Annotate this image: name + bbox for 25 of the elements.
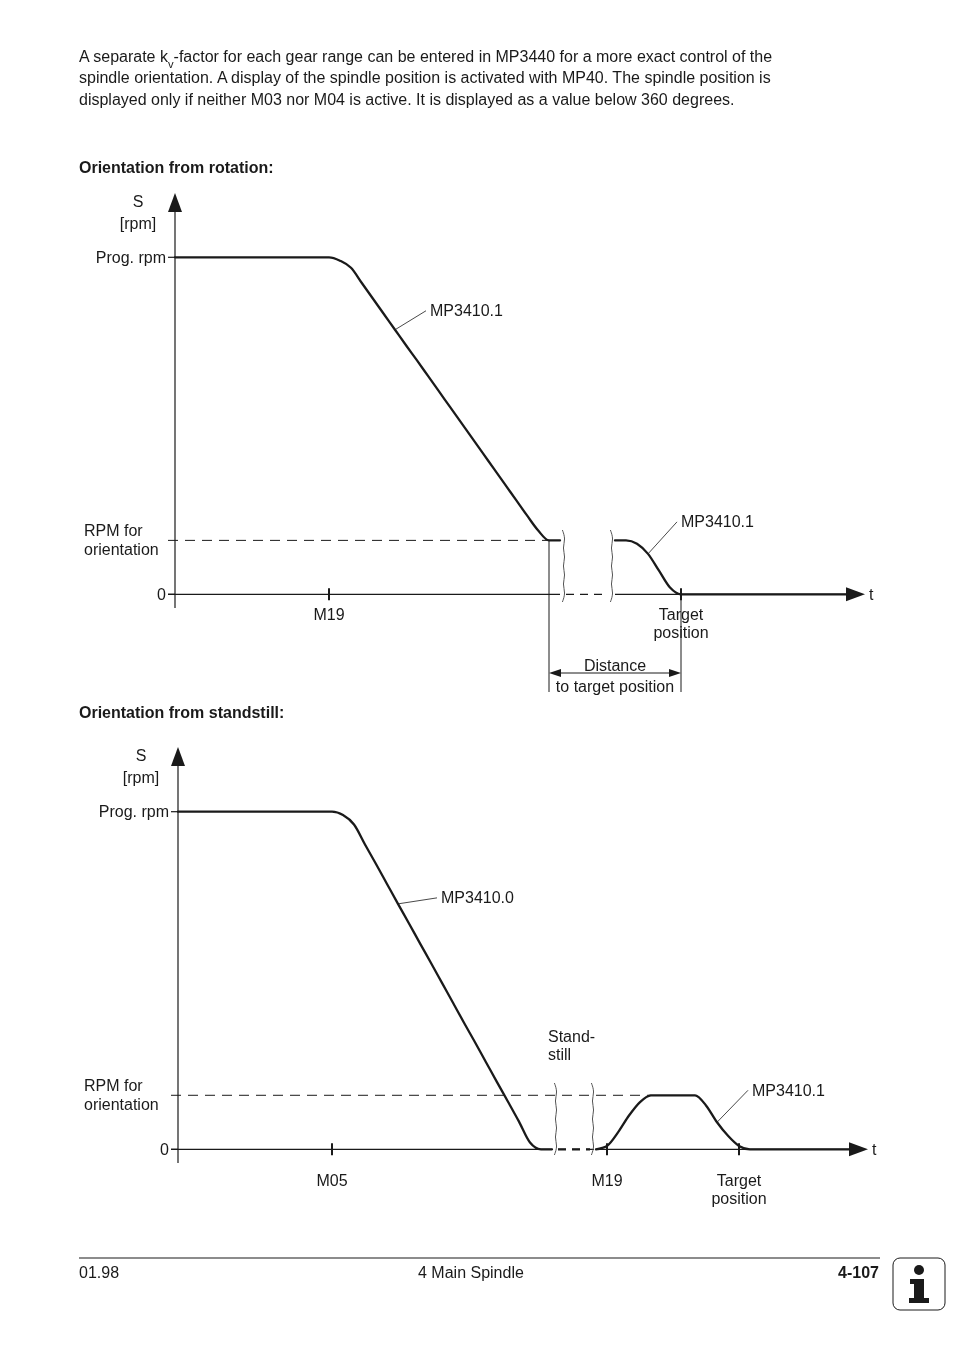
y-axis-title: S [rpm]	[122, 746, 160, 786]
x-tick-label: M19	[313, 605, 345, 623]
x-axis-title: t	[869, 585, 874, 603]
text: 01.98 4 Main Spindle 4-107	[79, 1263, 879, 1281]
text: Distance to target position	[555, 656, 675, 695]
text: Prog. rpm	[95, 248, 166, 266]
x-tick-label: M05	[316, 1171, 348, 1189]
text: MP3410.1	[752, 1081, 826, 1099]
x-tick-label: Target position	[653, 605, 709, 641]
ref-line-label: RPM for orientation	[84, 522, 159, 559]
y-axis-title: S [rpm]	[119, 192, 157, 232]
x-tick-label: Target position	[711, 1171, 767, 1207]
text: Prog. rpm	[98, 803, 169, 821]
text: 0	[160, 1140, 170, 1158]
text: A separate k$_{v}$-factor for each gear range can be entered in MP3440 for a more exact control of the spindle orientation. A display of the spindle position is activated with MP40. The spindle position is displayed only if neither M03 nor M04 is active. It is displayed as a value below 360 degrees.	[79, 47, 773, 108]
ref-line-label: RPM for orientation	[84, 1077, 159, 1114]
x-axis-title: t	[872, 1140, 877, 1158]
x-tick-label: M19	[591, 1171, 623, 1189]
legend-label: MP3410.1	[430, 302, 504, 320]
text: MP3410.1	[681, 513, 755, 531]
text: 0	[157, 585, 167, 603]
chart-title: Orientation from standstill:	[79, 703, 285, 721]
legend-label: MP3410.0	[441, 889, 515, 907]
chart-title: Orientation from rotation:	[79, 158, 274, 176]
annotation: Stand- still	[548, 1027, 596, 1063]
